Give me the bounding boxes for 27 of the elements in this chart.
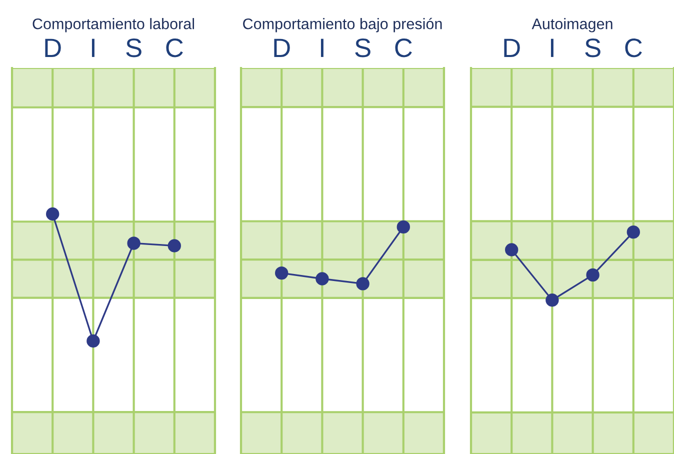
point	[316, 272, 329, 286]
point	[586, 268, 600, 282]
x-tick-label: C	[625, 38, 642, 58]
chart-title: Comportamiento bajo presión	[243, 18, 442, 32]
x-tick-label: I	[550, 38, 554, 57]
x-tick-label: I	[92, 38, 94, 57]
point	[356, 277, 370, 290]
chart-title: Autoimagen	[532, 18, 612, 32]
x-tick-label: D	[504, 38, 520, 57]
x-tick-label: D	[274, 38, 290, 57]
x-tick-label: I	[320, 38, 324, 57]
point	[626, 225, 640, 239]
point	[275, 266, 288, 280]
point	[546, 294, 559, 307]
chart-title: Comportamiento laboral	[32, 18, 194, 32]
x-tick-label: C	[166, 38, 183, 58]
x-tick-label: S	[355, 38, 370, 58]
x-tick-label: C	[395, 38, 412, 58]
point	[86, 334, 100, 348]
x-tick-label: S	[126, 38, 142, 58]
x-tick-label: S	[585, 38, 600, 58]
point	[46, 207, 60, 221]
point	[505, 243, 518, 256]
point	[127, 236, 140, 250]
x-tick-label: D	[45, 38, 61, 57]
point	[168, 239, 181, 252]
point	[396, 220, 410, 234]
